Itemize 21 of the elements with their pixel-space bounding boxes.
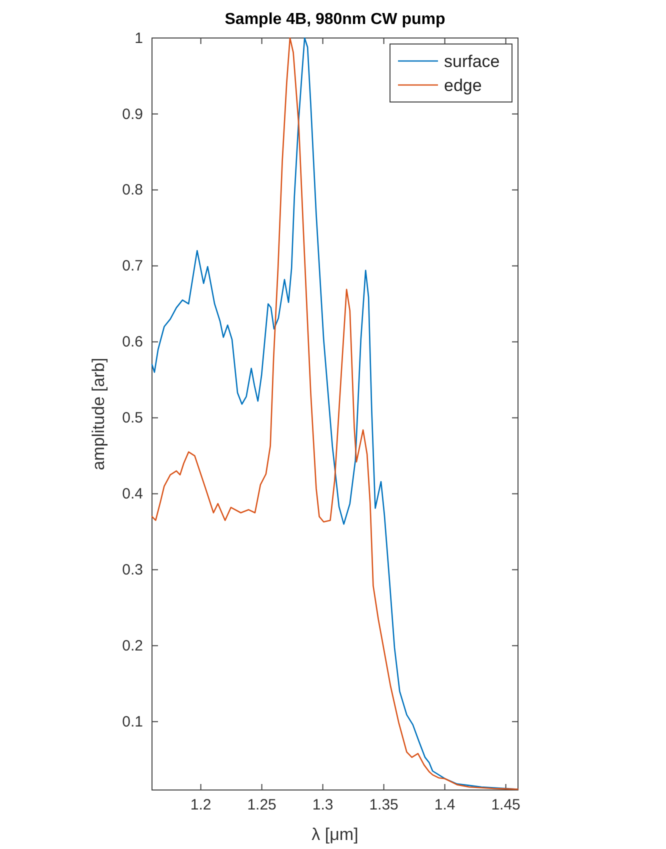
legend-label: surface: [444, 52, 500, 71]
y-tick-label: 0.3: [122, 562, 143, 579]
legend-label: edge: [444, 76, 482, 95]
x-tick-label: 1.35: [369, 796, 398, 814]
x-tick-label: 1.4: [434, 796, 456, 814]
y-tick-label: 0.9: [122, 106, 143, 123]
chart-title: Sample 4B, 980nm CW pump: [224, 11, 446, 28]
x-tick-label: 1.3: [312, 796, 334, 814]
y-tick-label: 0.6: [122, 334, 143, 351]
y-tick-label: 0.7: [122, 258, 143, 275]
y-tick-label: 0.5: [122, 410, 143, 427]
y-tick-label: 0.2: [122, 637, 143, 654]
y-tick-label: 0.1: [122, 713, 143, 730]
y-axis-title: amplitude [arb]: [89, 358, 108, 470]
x-tick-label: 1.45: [491, 796, 520, 814]
y-tick-label: 1: [134, 30, 143, 47]
x-tick-label: 1.2: [190, 796, 212, 814]
y-tick-label: 0.8: [122, 182, 143, 199]
x-tick-label: 1.25: [247, 796, 276, 814]
y-tick-label: 0.4: [122, 486, 143, 503]
x-axis-title: λ [μm]: [312, 825, 358, 844]
